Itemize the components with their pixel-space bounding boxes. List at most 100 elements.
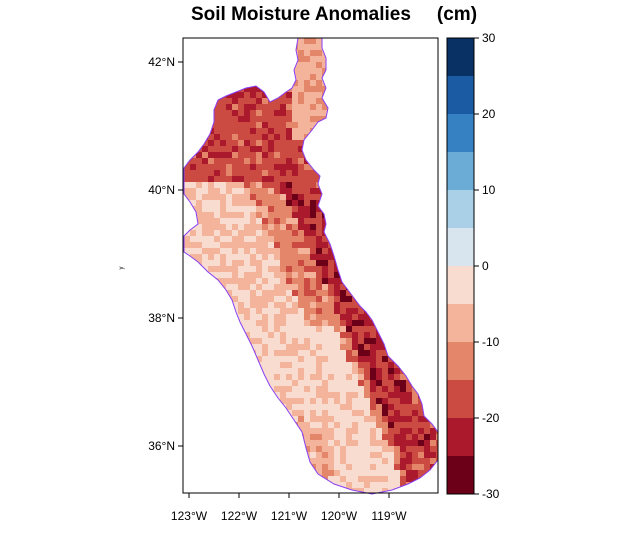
raster-cell	[394, 50, 401, 57]
raster-cell	[340, 266, 347, 273]
raster-cell	[394, 356, 401, 363]
raster-cell	[412, 62, 419, 69]
raster-cell	[304, 248, 311, 255]
raster-cell	[328, 134, 335, 141]
raster-cell	[262, 158, 269, 165]
raster-cell	[424, 44, 431, 51]
raster-cell	[190, 116, 197, 123]
raster-cell	[268, 380, 275, 387]
raster-cell	[190, 212, 197, 219]
raster-cell	[424, 158, 431, 165]
raster-cell	[190, 200, 197, 207]
raster-cell	[244, 284, 251, 291]
raster-cell	[388, 176, 395, 183]
raster-cell	[268, 278, 275, 285]
raster-cell	[346, 68, 353, 75]
raster-cell	[238, 284, 245, 291]
raster-cell	[208, 302, 215, 309]
raster-cell	[340, 350, 347, 357]
raster-cell	[244, 314, 251, 321]
raster-cell	[412, 470, 419, 477]
raster-cell	[400, 74, 407, 81]
colorbar-bin	[447, 304, 474, 343]
raster-cell	[418, 434, 425, 441]
raster-cell	[250, 458, 257, 465]
raster-cell	[196, 110, 203, 117]
raster-cell	[334, 314, 341, 321]
raster-cell	[202, 362, 209, 369]
raster-cell	[382, 146, 389, 153]
raster-cell	[334, 56, 341, 63]
raster-cell	[274, 74, 281, 81]
raster-cell	[298, 206, 305, 213]
raster-cell	[322, 470, 329, 477]
raster-cell	[316, 416, 323, 423]
raster-cell	[202, 38, 209, 45]
raster-cell	[334, 272, 341, 279]
raster-cell	[268, 230, 275, 237]
raster-cell	[310, 410, 317, 417]
raster-cell	[406, 122, 413, 129]
raster-cell	[280, 440, 287, 447]
raster-cell	[370, 74, 377, 81]
raster-cell	[394, 428, 401, 435]
raster-cell	[208, 146, 215, 153]
raster-cell	[412, 176, 419, 183]
raster-cell	[328, 170, 335, 177]
raster-cell	[220, 152, 227, 159]
raster-cell	[268, 422, 275, 429]
raster-cell	[184, 212, 191, 219]
raster-cell	[244, 266, 251, 273]
raster-cell	[364, 416, 371, 423]
raster-cell	[250, 218, 257, 225]
raster-cell	[352, 62, 359, 69]
raster-cell	[298, 158, 305, 165]
raster-cell	[202, 440, 209, 447]
raster-cell	[286, 98, 293, 105]
raster-cell	[412, 428, 419, 435]
raster-cell	[436, 362, 438, 369]
raster-cell	[436, 332, 438, 339]
raster-cell	[280, 392, 287, 399]
raster-cell	[184, 470, 191, 477]
raster-cell	[232, 206, 239, 213]
raster-cell	[226, 476, 233, 483]
raster-cell	[370, 344, 377, 351]
raster-cell	[310, 86, 317, 93]
raster-cell	[364, 482, 371, 489]
raster-cell	[280, 326, 287, 333]
raster-cell	[334, 224, 341, 231]
raster-cell	[310, 398, 317, 405]
raster-cell	[190, 338, 197, 345]
raster-cell	[298, 410, 305, 417]
raster-cell	[250, 356, 257, 363]
raster-cell	[412, 308, 419, 315]
raster-cell	[400, 458, 407, 465]
raster-cell	[394, 236, 401, 243]
raster-cell	[268, 356, 275, 363]
raster-cell	[430, 92, 437, 99]
raster-cell	[196, 68, 203, 75]
raster-cell	[202, 170, 209, 177]
raster-cell	[268, 482, 275, 489]
raster-cell	[436, 350, 438, 357]
raster-cell	[196, 50, 203, 57]
raster-cell	[220, 236, 227, 243]
raster-cell	[208, 182, 215, 189]
raster-cell	[424, 74, 431, 81]
raster-cell	[292, 482, 299, 489]
raster-cell	[364, 296, 371, 303]
raster-cell	[340, 308, 347, 315]
raster-cell	[226, 380, 233, 387]
raster-cell	[322, 440, 329, 447]
raster-cell	[268, 332, 275, 339]
raster-cell	[280, 278, 287, 285]
raster-cell	[382, 428, 389, 435]
raster-cell	[250, 128, 257, 135]
raster-cell	[250, 320, 257, 327]
raster-cell	[352, 164, 359, 171]
raster-cell	[412, 446, 419, 453]
raster-cell	[220, 428, 227, 435]
raster-cell	[370, 224, 377, 231]
raster-cell	[184, 134, 191, 141]
